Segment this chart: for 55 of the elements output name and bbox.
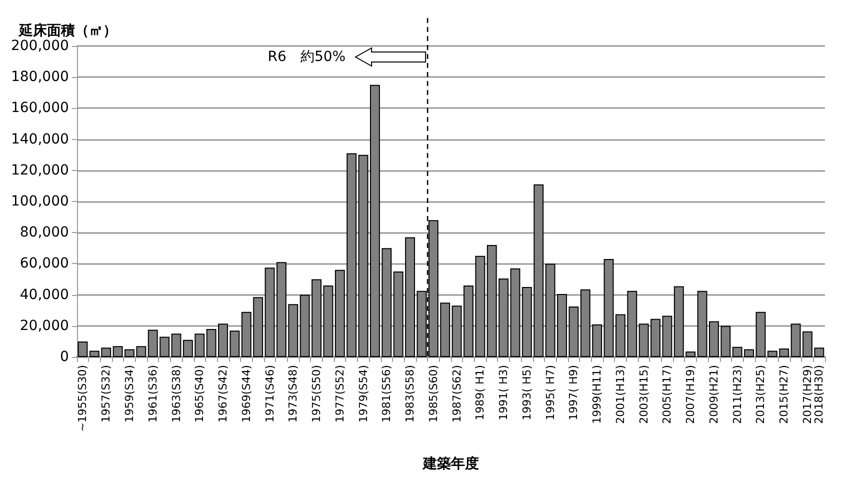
bar: [790, 324, 801, 357]
y-tick-label: 40,000: [20, 286, 69, 303]
x-tick-label: 1993( H5): [520, 365, 534, 420]
x-tick-label: ~1955(S30): [76, 365, 90, 432]
x-tick-label: 1971(S46): [263, 365, 276, 423]
y-tick-label: 80,000: [20, 224, 69, 241]
bar: [510, 268, 520, 357]
bar: [358, 154, 368, 357]
x-tick-label: 1967(S42): [216, 365, 230, 423]
x-tick-label: 1957(S32): [100, 365, 113, 423]
ref-line-label: R6 約50%: [268, 49, 346, 65]
bar: [697, 290, 708, 357]
x-tick-label: 1999(H11): [590, 365, 604, 424]
y-tick-label: 200,000: [10, 38, 69, 54]
x-tick-label: 1997( H9): [567, 365, 580, 420]
x-tick-label: 1977(S52): [333, 365, 346, 423]
y-tick-label: 20,000: [20, 318, 69, 334]
x-tick-label: 2001(H13): [614, 365, 627, 424]
x-tick-label: 2011(H23): [730, 365, 744, 424]
x-tick-label: 1973(S48): [286, 365, 300, 423]
bar: [171, 334, 182, 357]
x-tick-label: 2013(H25): [754, 365, 768, 424]
x-tick-label: 2007(H19): [684, 365, 698, 424]
x-tick-label: 1959(S34): [122, 365, 136, 423]
x-tick-label: 1969(S44): [240, 365, 253, 423]
x-tick-label: 1965(S40): [193, 365, 206, 423]
y-tick-label: 60,000: [20, 256, 69, 272]
y-tick-label: 120,000: [10, 162, 69, 178]
x-tick-label: 1989( H1): [474, 365, 487, 420]
x-tick-label: 2017(H29): [800, 365, 814, 424]
x-tick-label: 1961(S36): [146, 365, 160, 423]
x-tick-label: 2003(H15): [637, 365, 650, 424]
x-tick-label: 2018(H30): [812, 365, 826, 424]
x-tick-label: 1975(S50): [310, 365, 324, 423]
bar: [264, 268, 275, 357]
bar: [604, 259, 614, 357]
x-tick-label: 2015(H27): [778, 365, 791, 424]
x-tick-label: 1963(S38): [170, 365, 183, 423]
x-tick-label: 2005(H17): [660, 365, 674, 424]
x-tick-label: 1979(S54): [356, 365, 370, 423]
x-tick-label: 2009(H21): [707, 365, 720, 424]
y-axis-title: 延床面積（㎡）: [18, 22, 117, 39]
y-tick-label: 100,000: [10, 194, 69, 210]
x-tick-label: 1983(S58): [404, 365, 417, 423]
bar: [78, 341, 88, 357]
x-tick-label: 1995( H7): [544, 365, 557, 420]
x-axis-title: 建築年度: [422, 455, 479, 472]
x-tick-label: 1985(S60): [426, 365, 440, 423]
y-tick-label: 0: [60, 349, 69, 365]
x-tick-label: 1987(S62): [450, 365, 464, 423]
y-tick-label: 180,000: [10, 69, 69, 86]
x-tick-label: 1981(S56): [380, 365, 394, 423]
y-tick-label: 160,000: [10, 100, 69, 116]
x-tick-label: 1991( H3): [497, 365, 510, 420]
y-tick-label: 140,000: [10, 131, 69, 148]
